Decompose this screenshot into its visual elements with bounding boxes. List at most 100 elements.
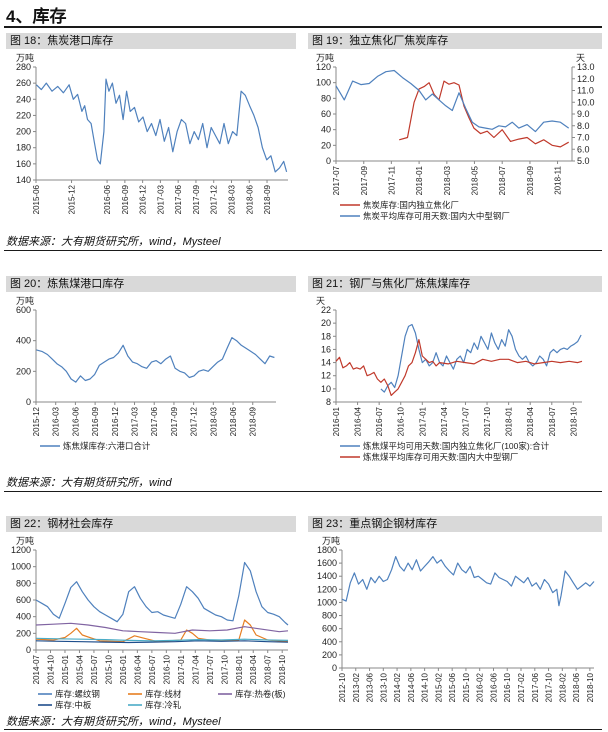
y-tick-label: 1200 [317,584,337,594]
x-tick-label: 2017-09 [192,184,201,214]
x-tick-label: 2018-09 [263,184,272,214]
x-tick-label: 2018-01 [505,406,514,436]
chart-coke-port-inventory: 万吨 140 160 180 200 220 240 260 280 2015-06 2015-12… [16,52,288,214]
x-tick-label: 2014-10 [46,654,55,684]
y2-tick-label: 7.0 [577,133,590,143]
y-tick-label: 1200 [11,545,31,555]
y-tick-label: 220 [16,110,31,120]
x-tick-label: 2018-11 [554,165,563,194]
x-tick-label: 2018-10 [278,654,287,684]
x-tick-label: 2017-10 [545,672,554,702]
y-tick-label: 22 [321,305,331,315]
x-tick-label: 2018-03 [443,165,452,195]
x-tick-label: 2016-12 [111,406,120,436]
x-tick-label: 2017-07 [206,654,215,684]
legend-label: 焦炭平均库存可用天数:国内大中型钢厂 [363,211,510,221]
x-tick-label: 2017-06 [174,184,183,214]
chart-title: 图 19：独立焦化厂焦炭库存 [308,33,602,49]
x-tick-label: 2017-10 [483,406,492,436]
y2-axis-unit: 天 [576,53,585,63]
y-tick-label: 40 [321,125,331,135]
x-tick-label: 2016-03 [52,406,61,436]
series-line [399,80,569,148]
y-tick-label: 10 [321,384,331,394]
x-tick-label: 2013-06 [366,672,375,702]
y2-tick-label: 6.0 [577,144,590,154]
y-tick-label: 600 [322,624,337,634]
y-tick-label: 200 [16,127,31,137]
x-tick-label: 2018-07 [498,165,507,195]
chart-coking-coal-days: 天 8 10 12 14 16 18 20 22 2016-01 2016-04 2016-07 201… [316,296,583,462]
y-tick-label: 800 [322,611,337,621]
y2-tick-label: 11.0 [577,86,594,96]
x-tick-label: 2018-06 [245,184,254,214]
y-tick-label: 80 [321,93,331,103]
x-tick-label: 2016-07 [148,654,157,684]
y2-tick-label: 13.0 [577,62,595,72]
series-line [341,556,595,607]
legend-label: 库存:冷轧 [145,700,182,710]
x-tick-label: 2018-01 [415,165,424,195]
series-line [35,640,289,644]
x-tick-label: 2015-01 [61,654,70,684]
x-tick-label: 2015-02 [434,672,443,702]
x-tick-label: 2018-04 [249,654,258,684]
x-tick-label: 2015-06 [448,672,457,702]
y-tick-label: 18 [321,331,331,341]
section-divider [4,250,602,251]
x-tick-label: 2018-02 [558,672,567,702]
y-tick-label: 280 [16,62,31,72]
x-tick-label: 2018-07 [548,406,557,436]
x-tick-label: 2017-09 [360,165,369,195]
x-tick-label: 2017-02 [517,672,526,702]
section-heading: 4、库存 [6,7,67,26]
series-line [35,561,289,626]
y-tick-label: 600 [16,595,31,605]
x-tick-label: 2016-10 [503,672,512,702]
x-tick-label: 2017-03 [156,184,165,214]
legend-label: 库存:螺纹钢 [55,689,100,699]
chart-panel-coke-port-inventory: 图 18：焦炭港口库存 万吨 140 160 180 200 220 240 260 280 20… [6,33,296,228]
y-tick-label: 20 [321,318,331,328]
x-tick-label: 2014-10 [421,672,430,702]
x-tick-label: 2016-02 [476,672,485,702]
series-line [35,637,289,642]
x-tick-label: 2016-04 [354,406,363,436]
x-tick-label: 2018-10 [586,672,595,702]
legend-label: 焦炭库存:国内独立焦化厂 [363,200,459,210]
y-tick-label: 140 [16,175,31,185]
x-tick-label: 2013-02 [352,672,361,702]
x-tick-label: 2015-04 [75,654,84,684]
y-tick-label: 600 [16,305,31,315]
x-tick-label: 2017-09 [170,406,179,436]
series-line [36,336,275,383]
chart-title: 图 22：钢材社会库存 [6,516,296,532]
x-tick-label: 2018-06 [229,406,238,436]
y-tick-label: 60 [321,109,331,119]
x-tick-label: 2017-03 [131,406,140,436]
y2-tick-label: 12.0 [577,74,595,84]
source-note: 数据来源：大有期货研究所，wind，Mysteel [6,236,221,248]
x-tick-label: 2017-11 [387,165,396,194]
y-tick-label: 8 [326,397,331,407]
series-line [335,338,583,397]
x-tick-label: 2017-12 [190,406,199,436]
chart-independent-coke-inventory: 万吨 天 0 20 40 60 80 100 120 5.0 6.07.0 8.0 9.0 10.011.… [316,52,595,221]
x-tick-label: 2018-03 [209,406,218,436]
x-tick-label: 2016-12 [139,184,148,214]
x-tick-label: 2017-07 [461,406,470,436]
chart-key-mill-steel-inventory: 万吨 0 200 400 600 800 1000 1200 1400 1600 1800 2012-… [317,535,595,702]
x-tick-label: 2015-10 [462,672,471,702]
x-tick-label: 2015-10 [104,654,113,684]
legend-label: 炼焦煤平均库存可用天数:国内大中型钢厂 [363,452,518,462]
y-tick-label: 14 [321,358,331,368]
series-line [335,69,570,133]
x-tick-label: 2016-04 [133,654,142,684]
y-tick-label: 240 [16,94,31,104]
y2-tick-label: 8.0 [577,121,590,131]
legend-label: 库存:线材 [145,689,182,699]
y-axis-unit: 万吨 [16,535,34,546]
x-tick-label: 2018-07 [264,654,273,684]
chart-title: 图 18：焦炭港口库存 [6,33,296,49]
x-tick-label: 2017-01 [418,406,427,436]
